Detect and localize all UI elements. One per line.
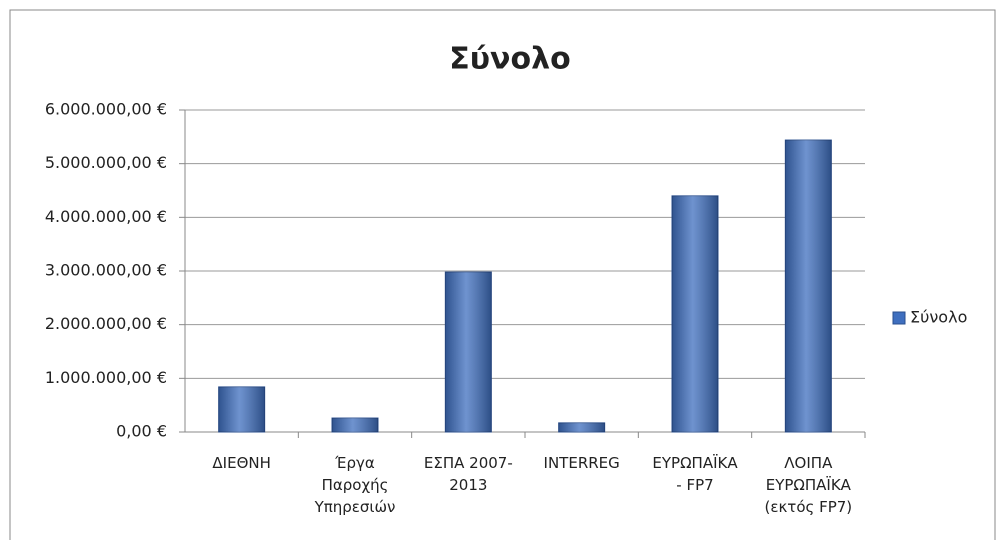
x-tick-label: ΔΙΕΘΝΗ [212, 454, 271, 472]
legend-swatch [892, 311, 906, 325]
y-tick-label: 1.000.000,00 € [45, 368, 167, 387]
x-tick-label: ΛΟΙΠΑ ΕΥΡΩΠΑΪΚΑ (εκτός FP7) [764, 454, 853, 516]
x-tick-label: ΕΣΠΑ 2007-2013 [423, 454, 513, 494]
y-tick-label: 6.000.000,00 € [45, 100, 167, 119]
y-tick-label: 0,00 € [116, 422, 167, 441]
bar [558, 422, 606, 433]
y-tick-label: 4.000.000,00 € [45, 207, 167, 226]
x-tick-label: INTERREG [543, 454, 620, 472]
y-tick-label: 2.000.000,00 € [45, 314, 167, 333]
bar [218, 386, 266, 433]
y-tick-label: 3.000.000,00 € [45, 261, 167, 280]
y-tick-label: 5.000.000,00 € [45, 153, 167, 172]
bar [444, 271, 492, 433]
x-tick-label: ΕΥΡΩΠΑΪΚΑ - FP7 [652, 454, 738, 494]
bar [784, 139, 832, 433]
bar [671, 195, 719, 433]
legend-label: Σύνολο [910, 308, 967, 327]
x-tick-label: Έργα Παροχής Υπηρεσιών [314, 454, 396, 516]
chart-title: Σύνολο [449, 42, 570, 77]
bar [331, 417, 379, 433]
